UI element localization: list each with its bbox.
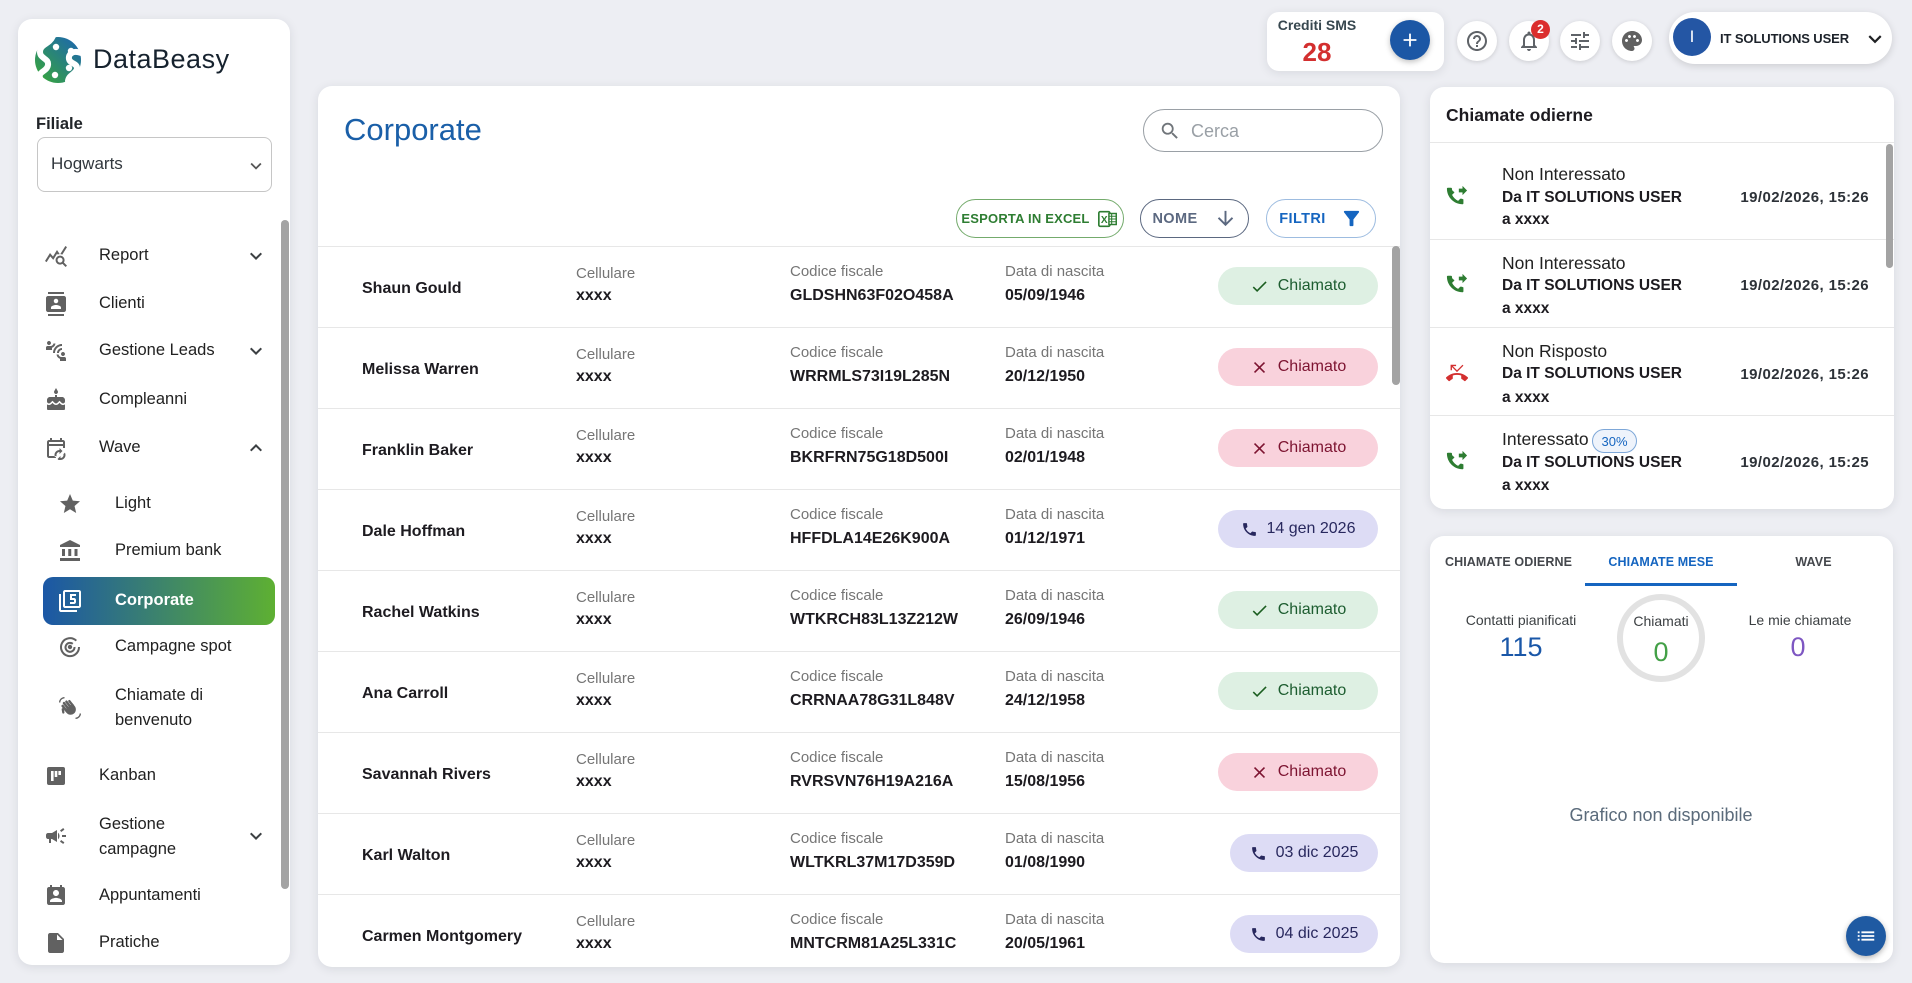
svg-text:X: X (1100, 215, 1107, 226)
